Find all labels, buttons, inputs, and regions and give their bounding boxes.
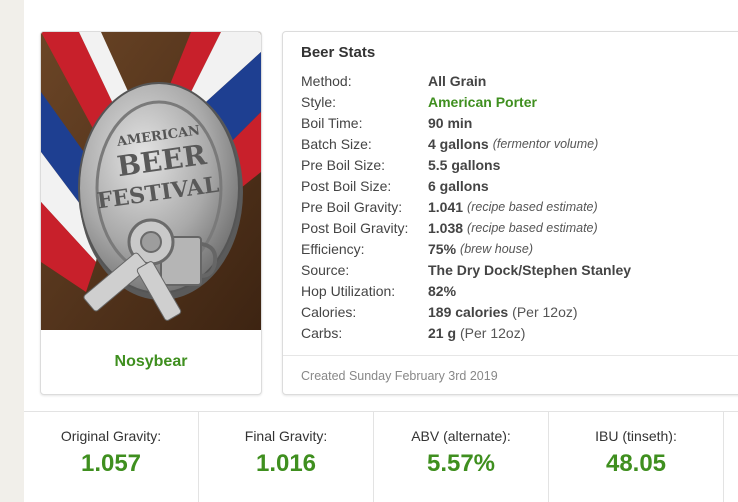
stat-value: 21 g <box>428 324 457 341</box>
created-date: Created Sunday February 3rd 2019 <box>301 369 498 383</box>
stat-row-boil-time: Boil Time: 90 min <box>301 112 631 133</box>
stat-value: The Dry Dock/Stephen Stanley <box>428 261 632 278</box>
stat-label: Carbs: <box>301 324 343 341</box>
stat-value: 6 gallons <box>428 177 489 194</box>
beer-stats-table: Method: All Grain Style: American Porter… <box>301 70 631 343</box>
stat-label: Pre Boil Gravity: <box>301 198 403 215</box>
style-link[interactable]: American Porter <box>428 93 537 110</box>
stat-value: 1.038 <box>428 219 464 236</box>
stat-row-carbs: Carbs: 21 g (Per 12oz) <box>301 322 631 343</box>
summary-label: IBU (tinseth): <box>595 428 677 444</box>
summary-original-gravity: Original Gravity: 1.057 <box>24 412 199 502</box>
stat-value: 5.5 gallons <box>428 156 501 173</box>
stat-row-pre-boil-size: Pre Boil Size: 5.5 gallons <box>301 154 631 175</box>
stat-note: (fermentor volume) <box>492 136 599 151</box>
stat-label: Efficiency: <box>301 240 365 257</box>
beer-stats-card: Beer Stats Method: All Grain Style: Amer… <box>282 31 738 395</box>
stat-label: Batch Size: <box>301 135 372 152</box>
stat-note: (Per 12oz) <box>460 324 526 341</box>
page: AMERICAN BEER FESTIVAL Nosybear Beer Sta… <box>24 0 738 502</box>
stat-label: Source: <box>301 261 350 278</box>
stat-value: 90 min <box>428 114 473 131</box>
stat-row-efficiency: Efficiency: 75% (brew house) <box>301 238 631 259</box>
stat-label: Method: <box>301 72 352 89</box>
stat-value: 1.041 <box>428 198 464 215</box>
divider <box>283 355 738 356</box>
summary-value: 48.05 <box>605 450 667 477</box>
stat-row-style: Style: American Porter <box>301 91 631 112</box>
stat-value: 189 calories <box>428 303 509 320</box>
summary-ibu: IBU (tinseth): 48.05 <box>549 412 724 502</box>
stat-note: (recipe based estimate) <box>467 220 598 235</box>
summary-abv: ABV (alternate): 5.57% <box>374 412 549 502</box>
summary-value: 5.57% <box>426 450 496 477</box>
stat-value: 82% <box>428 282 457 299</box>
stat-label: Pre Boil Size: <box>301 156 386 173</box>
stat-row-hop-utilization: Hop Utilization: 82% <box>301 280 631 301</box>
stat-label: Calories: <box>301 303 357 320</box>
stat-row-calories: Calories: 189 calories (Per 12oz) <box>301 301 631 322</box>
stat-label: Post Boil Size: <box>301 177 392 194</box>
stat-value: 75% <box>428 240 457 257</box>
stat-row-pre-boil-gravity: Pre Boil Gravity: 1.041 (recipe based es… <box>301 196 631 217</box>
brewer-name-link[interactable]: Nosybear <box>114 353 188 370</box>
stat-label: Post Boil Gravity: <box>301 219 409 236</box>
stat-note: (Per 12oz) <box>512 303 578 320</box>
summary-label: Original Gravity: <box>60 428 162 444</box>
stat-label: Style: <box>301 93 337 110</box>
summary-value: 1.057 <box>80 450 142 477</box>
stat-label: Hop Utilization: <box>301 282 396 299</box>
stat-row-post-boil-gravity: Post Boil Gravity: 1.038 (recipe based e… <box>301 217 631 238</box>
stat-row-post-boil-size: Post Boil Size: 6 gallons <box>301 175 631 196</box>
stat-label: Boil Time: <box>301 114 363 131</box>
stat-row-method: Method: All Grain <box>301 70 631 91</box>
summary-label: ABV (alternate): <box>411 428 511 444</box>
medal-photo[interactable]: AMERICAN BEER FESTIVAL <box>41 32 261 330</box>
stat-note: (recipe based estimate) <box>467 199 598 214</box>
summary-value: 1.016 <box>255 450 317 477</box>
stat-note: (brew house) <box>460 241 533 256</box>
summary-label: Final Gravity: <box>244 428 328 444</box>
beer-stats-title: Beer Stats <box>301 44 376 61</box>
summary-final-gravity: Final Gravity: 1.016 <box>199 412 374 502</box>
summary-bar: Original Gravity: 1.057 Final Gravity: 1… <box>24 411 738 502</box>
brewer-card: AMERICAN BEER FESTIVAL Nosybear <box>40 31 262 395</box>
stat-value: All Grain <box>428 72 487 89</box>
stat-value: 4 gallons <box>428 135 489 152</box>
stat-row-source: Source: The Dry Dock/Stephen Stanley <box>301 259 631 280</box>
stat-row-batch-size: Batch Size: 4 gallons (fermentor volume) <box>301 133 631 154</box>
